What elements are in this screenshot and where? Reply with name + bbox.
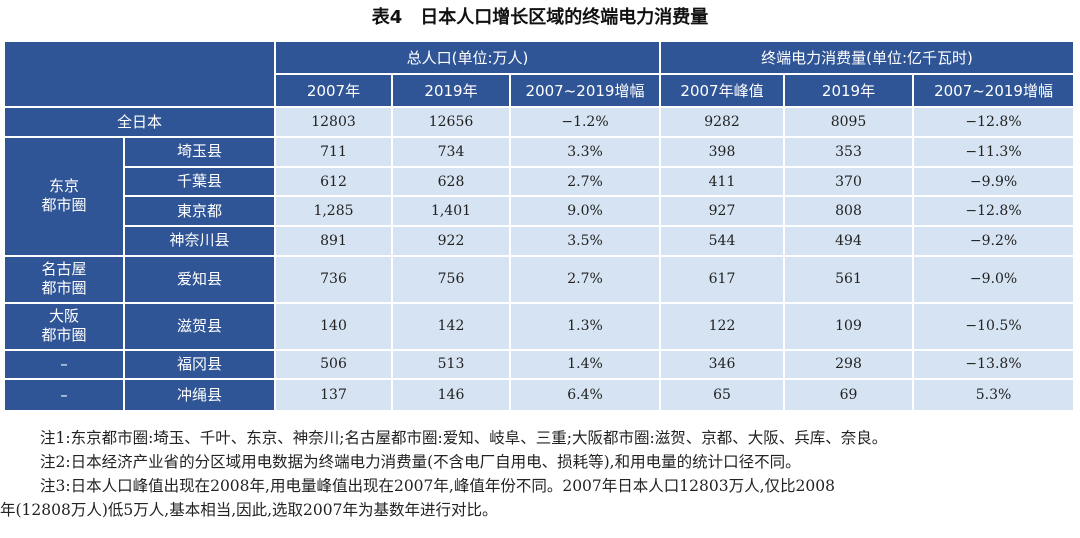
table-cell: 734 — [393, 138, 511, 168]
column-header: 2019年 — [785, 74, 915, 109]
table-cell: 298 — [785, 350, 915, 381]
table-cell: 1,285 — [276, 197, 393, 227]
table-cell: 137 — [276, 380, 393, 410]
table-row: 千葉县 612 628 2.7% 411 370 −9.9% — [5, 167, 1074, 198]
column-header: 2007~2019增幅 — [914, 74, 1074, 109]
table-cell: 142 — [393, 303, 511, 351]
table-cell: −12.8% — [914, 108, 1074, 139]
corner-header — [5, 42, 276, 109]
table-cell: 12656 — [393, 108, 511, 139]
note-3-continued: 年(12808万人)低5万人,基本相当,因此,选取2007年为基数年进行对比。 — [0, 501, 498, 519]
table-cell: 122 — [661, 303, 786, 351]
table-cell: −9.9% — [914, 167, 1074, 198]
table-cell: −12.8% — [914, 197, 1074, 227]
table-cell: 353 — [785, 138, 915, 168]
table-cell: 370 — [785, 167, 915, 198]
header-electricity: 终端电力消费量(单位:亿千瓦时) — [661, 42, 1074, 75]
table-cell: 922 — [393, 226, 511, 257]
table-cell: 2.7% — [511, 167, 662, 198]
column-header: 2007年 — [276, 74, 393, 109]
table-cell: 9.0% — [511, 197, 662, 227]
table-cell: 140 — [276, 303, 393, 351]
note-3: 注3:日本人口峰值出现在2008年,用电量峰值出现在2007年,峰值年份不同。2… — [40, 477, 835, 495]
table-cell: 411 — [661, 167, 786, 198]
row-label: 爱知县 — [125, 256, 276, 304]
region-label: 东京 都市圈 — [5, 138, 125, 257]
table-row: 全日本 12803 12656 −1.2% 9282 8095 −12.8% — [5, 108, 1074, 139]
table-cell: −9.2% — [914, 226, 1074, 257]
table-cell: 146 — [393, 380, 511, 410]
table-cell: 346 — [661, 350, 786, 381]
table-cell: 513 — [393, 350, 511, 381]
table-cell: 891 — [276, 226, 393, 257]
table-cell: 65 — [661, 380, 786, 410]
table-cell: 927 — [661, 197, 786, 227]
row-label: 福冈县 — [125, 350, 276, 381]
table-row: 神奈川县 891 922 3.5% 544 494 −9.2% — [5, 226, 1074, 257]
table-cell: 736 — [276, 256, 393, 304]
table-cell: 3.5% — [511, 226, 662, 257]
table-notes: 注1:东京都市圈:埼玉、千叶、东京、神奈川;名古屋都市圈:爱知、岐阜、三重;大阪… — [0, 426, 1080, 522]
header-population: 总人口(单位:万人) — [276, 42, 662, 75]
region-label: – — [5, 380, 125, 410]
row-label: 東京都 — [125, 197, 276, 227]
table-cell: 612 — [276, 167, 393, 198]
table-cell: −13.8% — [914, 350, 1074, 381]
table-cell: −11.3% — [914, 138, 1074, 168]
table-cell: 1.3% — [511, 303, 662, 351]
table-cell: 561 — [785, 256, 915, 304]
table-row: – 福冈县 506 513 1.4% 346 298 −13.8% — [5, 350, 1074, 381]
table-cell: 6.4% — [511, 380, 662, 410]
note-1: 注1:东京都市圈:埼玉、千叶、东京、神奈川;名古屋都市圈:爱知、岐阜、三重;大阪… — [40, 429, 888, 447]
region-label: 大阪 都市圈 — [5, 303, 125, 351]
header-row: 2007年 2019年 2007~2019增幅 2007年峰值 2019年 20… — [5, 74, 1074, 109]
table-cell: 9282 — [661, 108, 786, 139]
electricity-table: 总人口(单位:万人) 终端电力消费量(单位:亿千瓦时) 2007年 2019年 … — [5, 42, 1074, 410]
table-cell: 109 — [785, 303, 915, 351]
table-cell: 3.3% — [511, 138, 662, 168]
note-2: 注2:日本经济产业省的分区域用电数据为终端电力消费量(不含电厂自用电、损耗等),… — [40, 453, 801, 471]
row-label: 冲绳县 — [125, 380, 276, 410]
table-cell: 506 — [276, 350, 393, 381]
table-cell: 808 — [785, 197, 915, 227]
table-cell: −10.5% — [914, 303, 1074, 351]
table-row: 东京 都市圈 埼玉县 711 734 3.3% 398 353 −11.3% — [5, 138, 1074, 257]
table-cell: 617 — [661, 256, 786, 304]
table-cell: 2.7% — [511, 256, 662, 304]
row-label: 滋贺县 — [125, 303, 276, 351]
table-cell: 398 — [661, 138, 786, 168]
table-cell: −1.2% — [511, 108, 662, 139]
table-cell: 5.3% — [914, 380, 1074, 410]
region-label: – — [5, 350, 125, 381]
table-row: 大阪 都市圈 滋贺县 140 142 1.3% 122 109 −10.5% — [5, 303, 1074, 351]
table-cell: 8095 — [785, 108, 915, 139]
column-header: 2007~2019增幅 — [511, 74, 662, 109]
row-label: 全日本 — [5, 108, 276, 139]
column-header: 2019年 — [393, 74, 511, 109]
table-cell: 756 — [393, 256, 511, 304]
column-header: 2007年峰值 — [661, 74, 786, 109]
row-label: 千葉县 — [125, 167, 276, 198]
table-row: – 冲绳县 137 146 6.4% 65 69 5.3% — [5, 380, 1074, 410]
table-cell: 69 — [785, 380, 915, 410]
table-row: 名古屋 都市圈 爱知县 736 756 2.7% 617 561 −9.0% — [5, 256, 1074, 304]
table-cell: 1,401 — [393, 197, 511, 227]
region-label: 名古屋 都市圈 — [5, 256, 125, 304]
table-cell: 544 — [661, 226, 786, 257]
table-cell: 1.4% — [511, 350, 662, 381]
table-row: 東京都 1,285 1,401 9.0% 927 808 −12.8% — [5, 197, 1074, 227]
table-cell: −9.0% — [914, 256, 1074, 304]
row-label: 神奈川县 — [125, 226, 276, 257]
table-title: 表4 日本人口增长区域的终端电力消费量 — [371, 7, 709, 28]
row-label: 埼玉县 — [125, 138, 276, 168]
table-cell: 711 — [276, 138, 393, 168]
table-cell: 494 — [785, 226, 915, 257]
table-cell: 12803 — [276, 108, 393, 139]
table-cell: 628 — [393, 167, 511, 198]
